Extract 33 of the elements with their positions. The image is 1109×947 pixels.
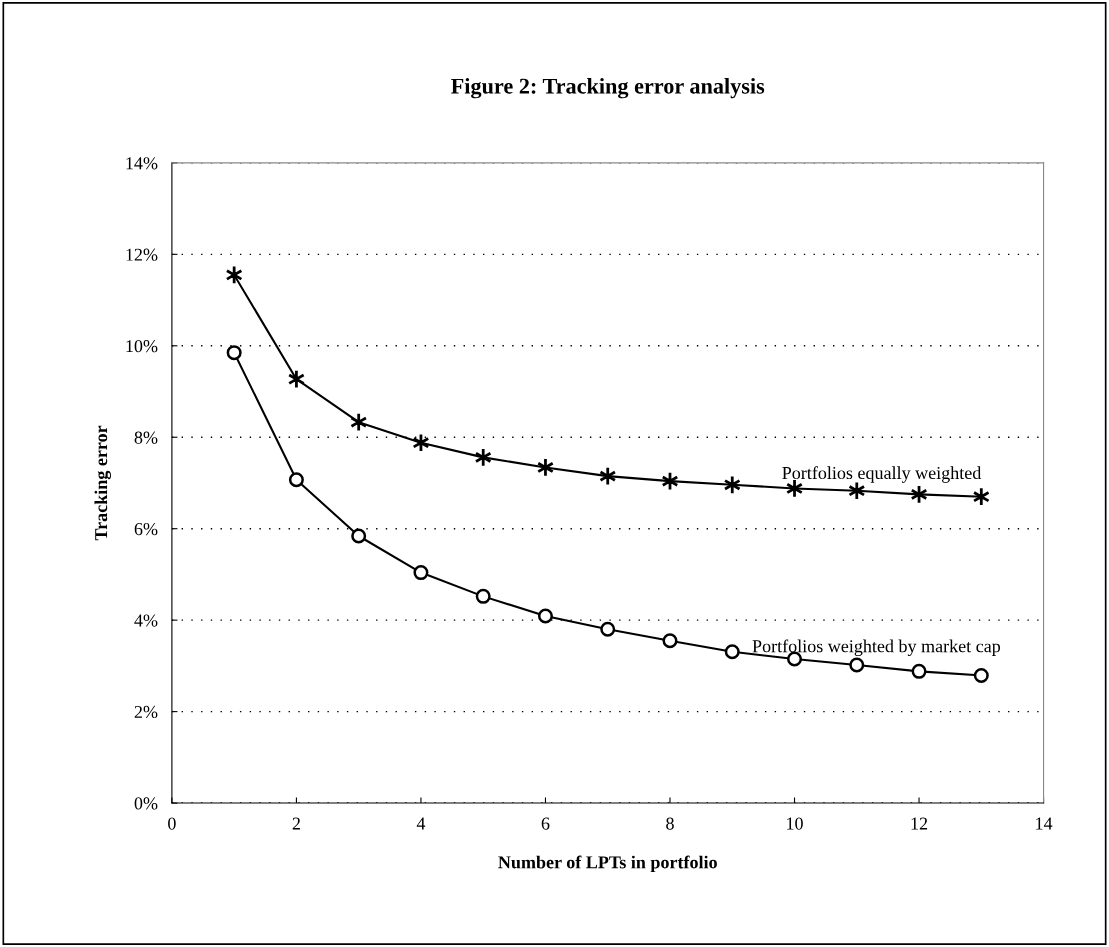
x-axis-title: Number of LPTs in portfolio <box>498 855 717 873</box>
y-tick-label: 10% <box>126 340 158 353</box>
point <box>288 472 304 488</box>
point <box>911 663 927 679</box>
y-tick-label: 14% <box>126 157 158 170</box>
series-label: Portfolios weighted by market cap <box>752 639 1001 657</box>
point <box>662 633 678 649</box>
y-tick-label: 8% <box>134 431 158 444</box>
x-tick-label: 6 <box>541 817 550 830</box>
point <box>226 345 242 361</box>
point <box>600 621 616 637</box>
chart-title: Figure 2: Tracking error analysis <box>451 78 765 99</box>
x-tick-label: 2 <box>292 817 300 830</box>
x-tick-label: 0 <box>168 817 176 830</box>
point <box>724 644 740 660</box>
point <box>351 528 367 544</box>
y-axis-title: Tracking error <box>94 425 112 541</box>
y-tick-label: 12% <box>126 248 158 261</box>
point <box>849 657 865 673</box>
y-tick-label: 0% <box>134 797 158 810</box>
x-tick-label: 14 <box>1036 817 1053 830</box>
y-tick-label: 4% <box>134 614 158 627</box>
x-tick-label: 10 <box>787 817 803 830</box>
series-label: Portfolios equally weighted <box>782 466 982 483</box>
point <box>973 667 989 683</box>
y-tick-label: 2% <box>134 705 158 719</box>
point <box>413 565 429 581</box>
point <box>537 608 553 624</box>
point <box>475 588 491 604</box>
x-tick-label: 12 <box>911 817 928 830</box>
x-tick-label: 8 <box>666 817 674 830</box>
y-tick-label: 6% <box>134 522 158 536</box>
x-tick-label: 4 <box>416 817 426 830</box>
